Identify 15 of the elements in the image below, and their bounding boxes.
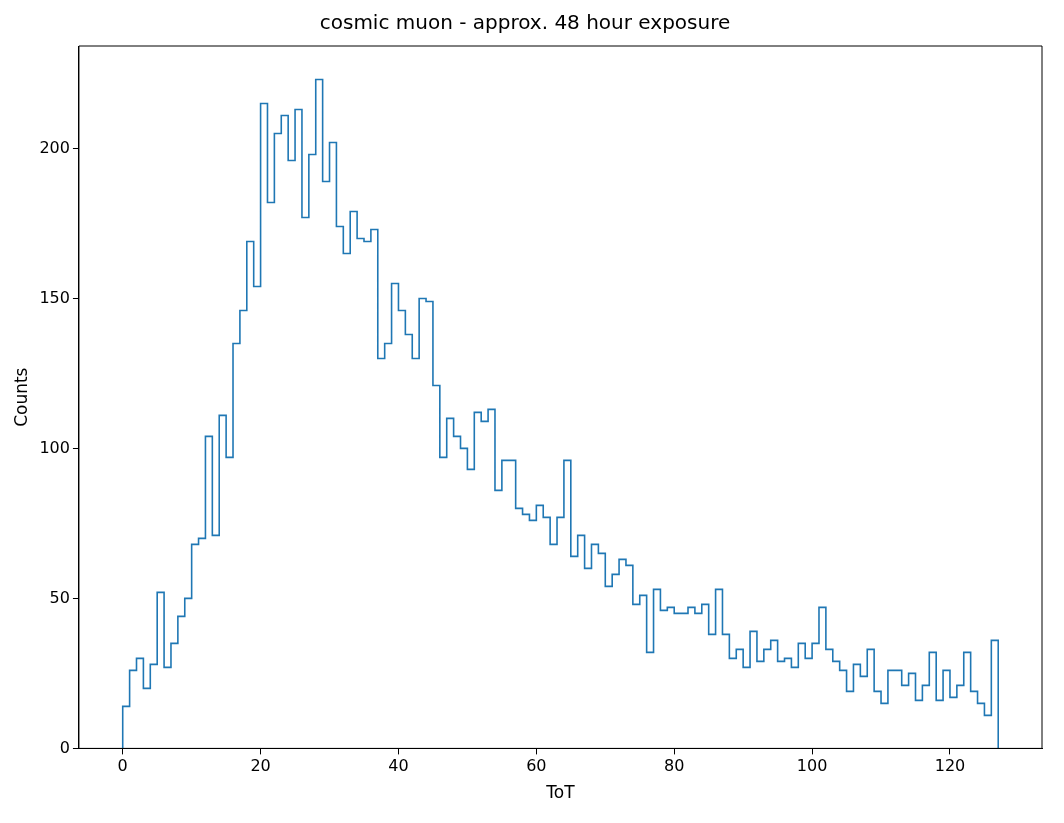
x-tick-label: 100 bbox=[796, 756, 828, 776]
x-axis-title: ToT bbox=[545, 782, 576, 803]
y-tick-label: 200 bbox=[39, 137, 70, 157]
y-tick-label: 50 bbox=[49, 587, 70, 607]
x-tick-label: 20 bbox=[250, 756, 271, 776]
x-tick-label: 80 bbox=[664, 756, 685, 776]
y-tick-label: 0 bbox=[59, 737, 70, 757]
x-tick-label: 0 bbox=[117, 756, 128, 776]
x-tick-label: 60 bbox=[526, 756, 547, 776]
y-axis-title: Counts bbox=[10, 367, 31, 427]
x-tick-label: 40 bbox=[388, 756, 409, 776]
y-tick-label: 100 bbox=[39, 437, 70, 457]
chart-title: cosmic muon - approx. 48 hour exposure bbox=[319, 10, 731, 35]
y-tick-label: 150 bbox=[39, 287, 70, 307]
x-tick-label: 120 bbox=[934, 756, 966, 776]
